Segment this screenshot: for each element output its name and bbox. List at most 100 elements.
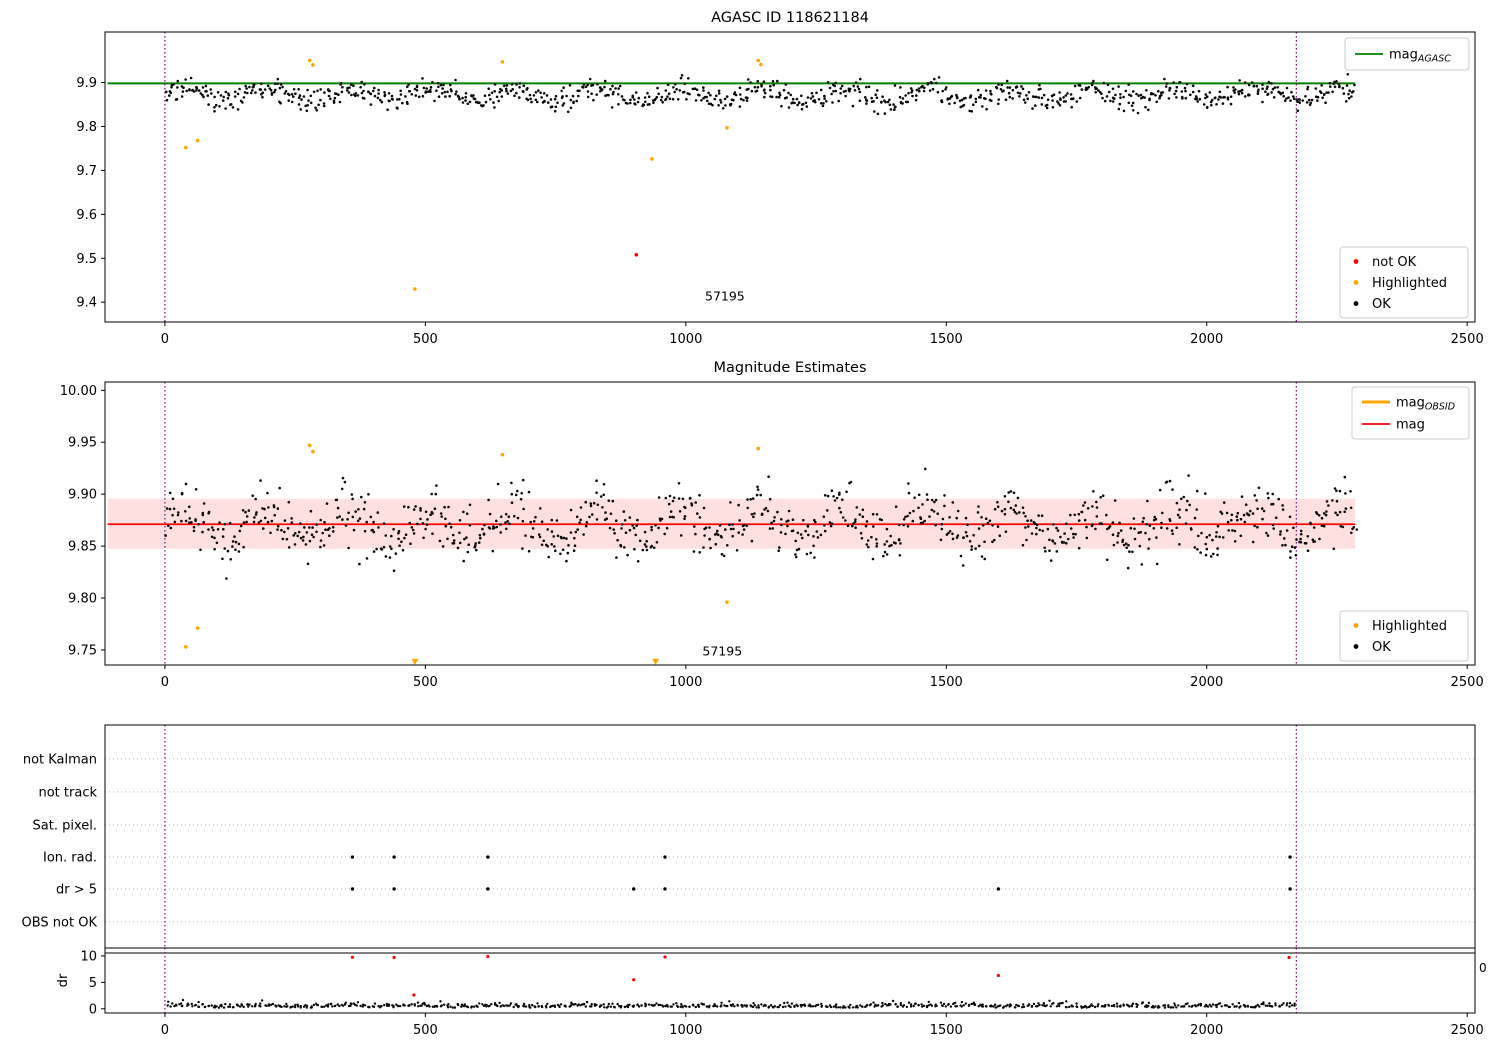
ytick-label: 9.85 — [68, 540, 97, 555]
highlight-point — [632, 978, 636, 982]
ytick-label: 9.75 — [68, 643, 97, 658]
legend-marker — [1353, 259, 1359, 264]
xtick-label: 1500 — [930, 675, 963, 690]
magnitude-estimates-plot: 9.75 9.80 9.85 9.90 9.95 10.00 0 500 1000 1500 200… — [60, 360, 1484, 690]
legend-box — [1339, 246, 1469, 319]
flag-category-label: dr > 5 — [56, 882, 97, 897]
legend-label: mag — [1396, 418, 1425, 433]
highlight-point — [634, 252, 639, 257]
xtick-label: 2000 — [1190, 1023, 1223, 1038]
ytick-label: 9.4 — [76, 296, 97, 311]
flags-plot: not Kalman not track Sat. pixel. Ion. rad. d… — [22, 724, 1476, 949]
xtick-label: 500 — [413, 675, 438, 690]
highlight-point — [486, 954, 490, 959]
highlight-point — [500, 60, 505, 64]
legend-label: Highlighted — [1372, 619, 1447, 634]
flag-point — [350, 855, 355, 859]
highlight-point — [650, 157, 654, 161]
xtick-label: 500 — [413, 332, 438, 347]
highlight-point — [183, 645, 188, 649]
flag-category-label: Sat. pixel. — [33, 818, 97, 833]
highlight-point — [1287, 955, 1291, 960]
ytick-label: 0 — [89, 1002, 97, 1017]
highlight-point — [183, 145, 188, 150]
axes-frame — [104, 947, 1476, 1014]
legend-box — [1351, 386, 1470, 440]
flag-point — [632, 887, 636, 891]
highlight-point — [311, 449, 315, 454]
xtick-label: 2500 — [1451, 1023, 1484, 1038]
highlight-point — [311, 63, 315, 67]
flag-point — [392, 855, 396, 859]
ytick-label: 9.6 — [76, 208, 97, 223]
legend-label: OK — [1372, 297, 1391, 312]
dr-plot: 0 5 10 0 500 1000 1500 2000 2500 dr 0 — [56, 947, 1487, 1038]
legend-label: not OK — [1372, 255, 1417, 270]
highlight-point — [725, 600, 729, 604]
flag-point — [486, 887, 490, 891]
xtick-label: 1000 — [669, 332, 702, 347]
highlight-point — [413, 287, 417, 291]
legend: not OK Highlighted OK — [1339, 246, 1469, 319]
xtick-label: 500 — [413, 1023, 438, 1038]
highlight-point — [500, 452, 505, 457]
legend-marker — [1353, 623, 1359, 628]
xtick-label: 2500 — [1451, 675, 1484, 690]
flag-point — [350, 887, 355, 891]
axes-frame — [104, 381, 1476, 666]
obsid-annotation: 57195 — [702, 644, 742, 659]
xtick-label: 1500 — [930, 1023, 963, 1038]
highlight-point — [411, 658, 419, 665]
xtick-label: 2000 — [1190, 675, 1223, 690]
highlight-point — [652, 658, 660, 665]
xtick-label: 1000 — [669, 1023, 702, 1038]
axes-frame — [104, 31, 1476, 323]
flag-category-label: OBS not OK — [22, 915, 98, 930]
ok-points — [164, 467, 1359, 580]
ytick-label: 10.00 — [60, 384, 97, 399]
highlight-point — [307, 443, 312, 448]
flag-category-label: not track — [38, 785, 97, 800]
legend: magAGASC — [1344, 37, 1470, 71]
flag-category-label: not Kalman — [23, 752, 97, 767]
ytick-label: 9.8 — [76, 120, 97, 135]
flag-point — [663, 887, 667, 891]
flag-point — [996, 887, 1001, 891]
highlight-point — [725, 125, 729, 130]
highlight-point — [759, 62, 763, 67]
legend: Highlighted OK — [1339, 610, 1469, 662]
ytick-label: 9.90 — [68, 488, 97, 503]
ytick-label: 10 — [80, 949, 97, 964]
chart-title: Magnitude Estimates — [713, 360, 866, 376]
flag-category-label: Ion. rad. — [43, 851, 97, 866]
flag-point — [1288, 855, 1292, 859]
obsid-annotation: 57195 — [705, 288, 745, 303]
legend-label: OK — [1372, 640, 1391, 655]
xtick-label: 0 — [161, 1023, 169, 1038]
xtick-label: 1500 — [930, 332, 963, 347]
ytick-label: 9.80 — [68, 592, 97, 607]
highlight-point — [756, 446, 761, 451]
highlight-point — [195, 626, 200, 630]
ytick-label: 5 — [89, 976, 97, 991]
dr-points — [166, 998, 1296, 1009]
xtick-label: 0 — [161, 675, 169, 690]
highlight-point — [195, 138, 200, 143]
flag-point — [486, 855, 490, 859]
highlight-point — [663, 955, 667, 959]
legend-box — [1339, 610, 1469, 662]
legend-marker — [1353, 644, 1359, 649]
ytick-label: 9.7 — [76, 164, 97, 179]
flag-point — [392, 887, 396, 891]
ytick-label: 9.9 — [76, 76, 97, 91]
legend-marker — [1353, 301, 1359, 306]
ytick-label: 9.95 — [68, 436, 97, 451]
xtick-label: 2500 — [1451, 332, 1484, 347]
highlight-point — [756, 58, 761, 63]
highlight-point — [350, 955, 355, 959]
ylabel: dr — [56, 973, 71, 987]
flag-point — [663, 855, 667, 859]
ytick-label: 9.5 — [76, 252, 97, 267]
